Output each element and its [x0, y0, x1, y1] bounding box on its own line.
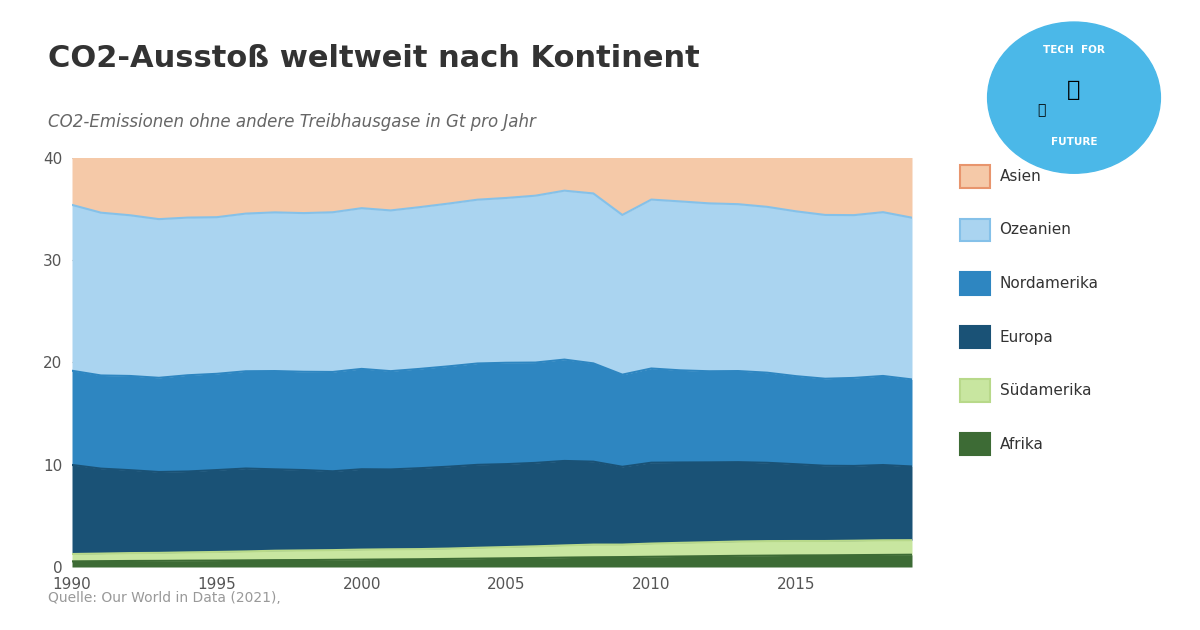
Text: FUTURE: FUTURE — [1051, 137, 1097, 147]
Text: Quelle: Our World in Data (2021),: Quelle: Our World in Data (2021), — [48, 591, 281, 605]
Text: 🌿: 🌿 — [1038, 103, 1045, 117]
Text: Südamerika: Südamerika — [1000, 383, 1091, 398]
Text: CO2-Emissionen ohne andere Treibhausgase in Gt pro Jahr: CO2-Emissionen ohne andere Treibhausgase… — [48, 113, 536, 132]
Circle shape — [988, 22, 1160, 173]
Text: Nordamerika: Nordamerika — [1000, 276, 1099, 291]
Text: 🔌: 🔌 — [1067, 80, 1081, 100]
Text: Ozeanien: Ozeanien — [1000, 222, 1072, 238]
Text: Europa: Europa — [1000, 329, 1054, 345]
Text: Afrika: Afrika — [1000, 437, 1044, 452]
Text: Asien: Asien — [1000, 169, 1042, 184]
Text: TECH  FOR: TECH FOR — [1043, 45, 1105, 55]
Text: CO2-Ausstoß weltweit nach Kontinent: CO2-Ausstoß weltweit nach Kontinent — [48, 44, 700, 73]
